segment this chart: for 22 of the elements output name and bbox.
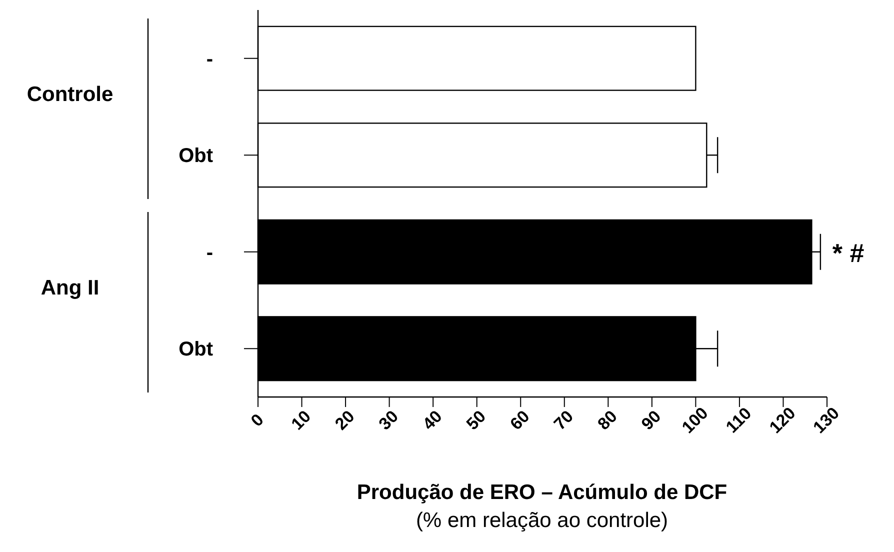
x-tick-label: 120	[766, 404, 800, 438]
x-tick-label: 60	[506, 406, 534, 434]
x-tick-label: 20	[331, 406, 358, 434]
x-tick-label: 50	[462, 406, 490, 434]
x-tick-label: 40	[418, 406, 446, 434]
text: Controle	[26, 82, 114, 106]
text: * #	[832, 238, 865, 268]
y-tick-label: -	[206, 242, 213, 264]
x-axis-title: Produção de ERO – Acúmulo de DCF (% em relação ao controle)	[356, 481, 728, 532]
y-tick-label: Obt	[178, 145, 214, 168]
text: Ang II	[40, 276, 100, 300]
x-tick-label: 70	[550, 406, 578, 434]
x-tick-label: 110	[722, 404, 756, 437]
x-tick-label: 100	[678, 404, 712, 438]
x-tick-label: 90	[638, 406, 665, 434]
x-tick-label: 30	[375, 406, 402, 434]
x-tick-label: 130	[810, 404, 844, 438]
y-tick-label: -	[206, 48, 213, 70]
y-tick-label: Obt	[178, 338, 214, 361]
x-tick-label: 0	[247, 410, 268, 430]
x-tick-label: 80	[594, 406, 621, 434]
x-tick-label: 10	[288, 406, 314, 434]
